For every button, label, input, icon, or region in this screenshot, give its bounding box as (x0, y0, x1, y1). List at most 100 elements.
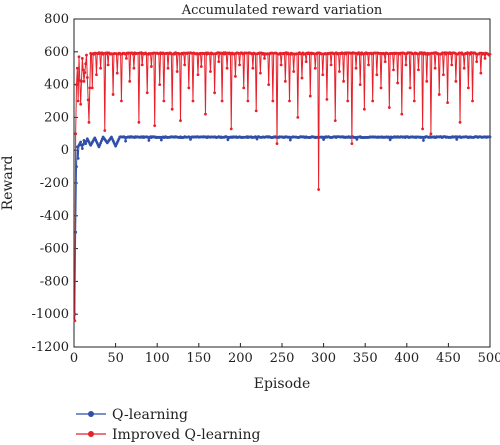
data-point (242, 86, 246, 90)
y-tick-label: 800 (44, 12, 69, 27)
x-tick-label: 350 (353, 351, 378, 366)
data-point (408, 86, 412, 90)
data-point (162, 99, 166, 103)
data-point (251, 66, 255, 70)
data-point (292, 70, 296, 73)
data-point (383, 60, 387, 64)
data-point (437, 93, 441, 96)
data-point (358, 83, 362, 86)
data-point (454, 79, 458, 83)
data-point (234, 75, 237, 78)
y-axis: 800 600 400 200 0 -200 -400 -600 -800 -1000 -1200 (32, 12, 78, 355)
x-tick-label: 300 (311, 351, 336, 366)
data-point (479, 71, 483, 75)
data-point (338, 70, 341, 73)
data-point (95, 73, 98, 77)
data-point (267, 83, 271, 86)
data-point (313, 66, 317, 70)
data-point (125, 56, 128, 60)
data-point (106, 63, 110, 67)
data-point (422, 138, 425, 142)
data-point (263, 56, 266, 60)
series-improved-q-learning (73, 51, 492, 323)
y-tick-label: -600 (40, 242, 69, 257)
x-tick-label: 200 (228, 351, 253, 366)
data-point (149, 65, 153, 68)
data-point (354, 66, 358, 70)
y-tick-label: -200 (40, 176, 69, 191)
data-point (412, 99, 416, 103)
series-line (74, 51, 491, 321)
data-point (75, 66, 79, 70)
data-point (86, 98, 90, 102)
data-point (124, 139, 127, 143)
data-point (246, 99, 250, 103)
y-tick-label: -1200 (32, 340, 69, 355)
data-point (76, 99, 80, 103)
data-point (88, 86, 92, 90)
data-point (288, 99, 291, 103)
data-point (115, 71, 119, 75)
data-point (342, 79, 345, 83)
data-point (217, 60, 221, 64)
data-point (82, 79, 86, 83)
data-point (199, 65, 203, 68)
data-point (379, 86, 383, 90)
data-point (367, 63, 370, 67)
data-point (455, 137, 459, 141)
data-point (483, 56, 487, 60)
data-point (362, 107, 366, 111)
data-point (81, 68, 85, 72)
data-point (170, 107, 174, 111)
data-point (400, 112, 404, 116)
x-tick-label: 100 (145, 351, 170, 366)
data-point (80, 79, 83, 83)
data-point (275, 142, 279, 146)
chart-title: Accumulated reward variation (181, 3, 383, 18)
data-point (132, 66, 136, 70)
data-point (74, 132, 78, 136)
y-tick-label: 600 (44, 45, 69, 60)
data-point (76, 157, 80, 160)
legend-label: Q-learning (112, 407, 188, 423)
data-point (99, 66, 103, 70)
data-point (446, 101, 449, 105)
data-point (229, 127, 233, 131)
data-point (388, 138, 392, 142)
x-axis-label: Episode (254, 376, 311, 392)
data-point (288, 138, 292, 142)
data-point (196, 73, 200, 77)
data-point (220, 99, 224, 103)
data-point (296, 116, 300, 119)
legend-marker (88, 411, 94, 417)
x-tick-label: 450 (436, 351, 461, 366)
data-point (225, 66, 229, 70)
data-point (153, 124, 157, 127)
data-point (425, 79, 429, 83)
data-point (84, 62, 88, 66)
data-point (488, 135, 492, 139)
data-point (187, 86, 191, 90)
data-point (213, 91, 217, 95)
data-point (387, 106, 391, 109)
data-point (283, 79, 287, 83)
data-point (80, 147, 84, 150)
data-point (350, 142, 354, 146)
x-tick-label: 50 (107, 351, 124, 366)
data-point (475, 60, 479, 64)
data-point (145, 91, 149, 95)
data-point (209, 70, 212, 73)
data-point (279, 63, 283, 67)
y-axis-label: Reward (0, 156, 16, 211)
data-point (300, 76, 304, 80)
data-point (83, 71, 87, 74)
x-tick-label: 500 (478, 351, 500, 366)
data-point (458, 120, 462, 124)
data-point (159, 138, 163, 142)
data-point (166, 66, 170, 70)
data-point (271, 99, 275, 103)
data-point (85, 53, 88, 57)
data-point (329, 63, 333, 67)
data-point (346, 99, 350, 103)
